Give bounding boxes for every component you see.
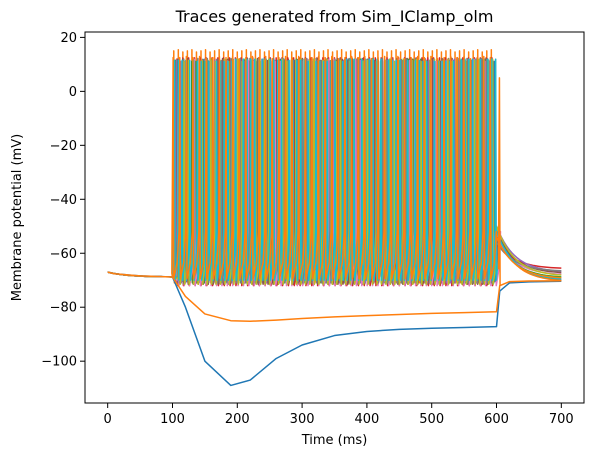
- y-tick-label: −40: [50, 193, 77, 208]
- y-axis-ticks: 20 0 −20 −40 −60 −80 −100: [41, 31, 85, 370]
- x-tick-label: 300: [290, 412, 315, 427]
- offset-spike-line: [497, 77, 501, 286]
- hyperpolarized-trace-line: [107, 271, 562, 387]
- x-tick-label: 200: [225, 412, 250, 427]
- y-tick-label: −100: [41, 355, 77, 370]
- x-tick-label: 0: [104, 412, 112, 427]
- y-axis-label: Membrane potential (mV): [10, 134, 25, 301]
- x-tick-label: 700: [549, 412, 574, 427]
- spiking-trace-line: [107, 55, 562, 280]
- hyperpolarized-trace-line: [107, 271, 562, 322]
- x-tick-label: 500: [419, 412, 444, 427]
- x-tick-label: 400: [354, 412, 379, 427]
- y-tick-label: −80: [50, 301, 77, 316]
- plot-frame: [84, 31, 585, 404]
- chart-title: Traces generated from Sim_IClamp_olm: [175, 7, 494, 27]
- y-tick-label: 20: [60, 31, 77, 46]
- trace-layer: [107, 49, 562, 387]
- x-axis-ticks: 0 100 200 300 400 500 600 700: [104, 403, 574, 427]
- x-tick-label: 600: [484, 412, 509, 427]
- y-tick-label: 0: [69, 85, 77, 100]
- spiking-trace-line: [107, 58, 562, 286]
- y-tick-label: −60: [50, 247, 77, 262]
- x-axis-label: Time (ms): [301, 433, 368, 448]
- x-tick-label: 100: [160, 412, 185, 427]
- y-tick-label: −20: [50, 139, 77, 154]
